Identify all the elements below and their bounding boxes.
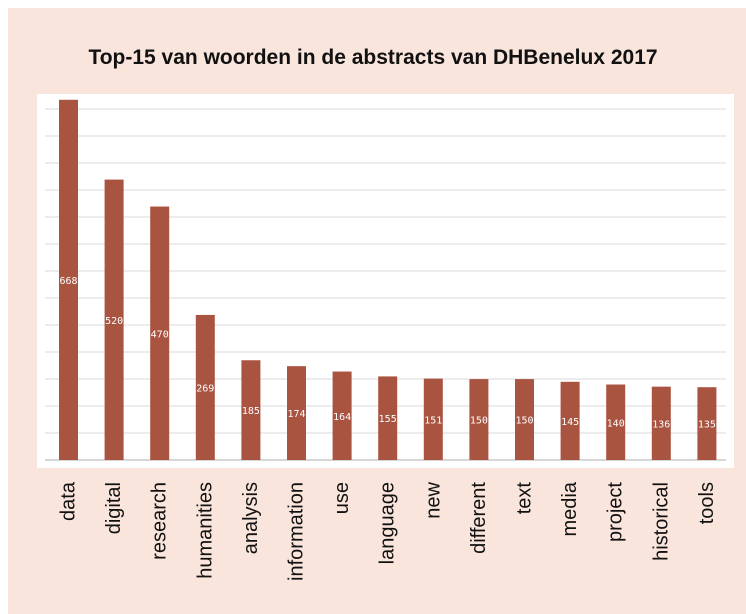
x-tick-label: project (605, 482, 627, 542)
value-label: 145 (561, 417, 579, 428)
bar-data (59, 99, 78, 461)
value-label: 470 (151, 329, 169, 340)
value-label: 185 (242, 406, 260, 417)
value-labels: 668 520 470 269 185 174 164 155 151 150 150 145 140 1… (59, 276, 715, 431)
value-label: 140 (607, 418, 625, 429)
bar-analysis (241, 360, 261, 460)
value-label: 135 (698, 420, 716, 431)
value-label: 136 (652, 419, 670, 430)
value-label: 155 (379, 414, 397, 425)
bar-use (332, 371, 352, 460)
x-tick-label: language (377, 482, 399, 564)
x-tick-label: research (149, 482, 171, 560)
x-tick-label: historical (650, 482, 672, 561)
x-tick-label: data (58, 481, 80, 521)
value-label: 164 (333, 412, 351, 423)
value-label: 520 (105, 316, 123, 327)
bar-different (469, 379, 489, 460)
value-label: 269 (196, 383, 214, 394)
x-tick-label: humanities (194, 482, 216, 579)
bar-tools (697, 387, 717, 460)
value-label: 174 (287, 409, 305, 420)
x-tick-label: digital (103, 482, 125, 534)
value-label: 151 (424, 415, 442, 426)
bar-text (515, 379, 534, 460)
x-tick-label: new (422, 481, 444, 518)
x-tick-label: different (468, 482, 490, 554)
bar-digital (104, 179, 124, 460)
bar-project (606, 384, 626, 460)
x-tick-labels: data digital research humanities analysis inf… (58, 481, 718, 581)
x-tick-label: analysis (240, 482, 262, 554)
x-tick-label: tools (696, 482, 718, 524)
x-tick-label: text (514, 482, 536, 515)
bar-historical (651, 386, 671, 460)
x-tick-label: media (559, 481, 581, 536)
bar-research (150, 206, 170, 460)
value-label: 150 (515, 416, 533, 427)
bar-humanities (195, 314, 215, 460)
bar-language (378, 376, 398, 460)
value-label: 668 (59, 276, 77, 287)
x-tick-label: use (331, 482, 353, 514)
value-label: 150 (470, 416, 488, 427)
bars (59, 99, 717, 461)
chart-title: Top-15 van woorden in de abstracts van D… (88, 46, 658, 69)
x-tick-label: information (286, 482, 308, 581)
bar-information (287, 366, 306, 460)
bar-media (560, 381, 580, 460)
bar-new (423, 378, 443, 460)
